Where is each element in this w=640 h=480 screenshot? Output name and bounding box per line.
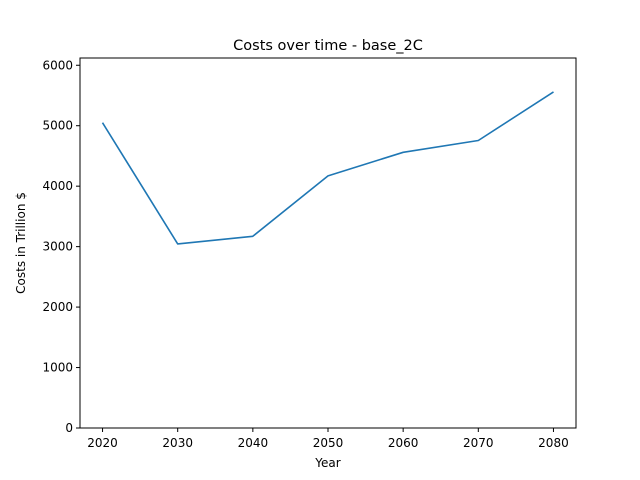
chart-title: Costs over time - base_2C (233, 38, 423, 54)
y-tick-label: 2000 (42, 300, 73, 314)
plot-frame (79, 57, 577, 429)
x-tick-label: 2080 (538, 436, 569, 450)
series-line (101, 91, 554, 245)
y-tick-label: 3000 (42, 240, 73, 254)
x-tick-label: 2030 (162, 436, 193, 450)
x-axis-label: Year (314, 456, 340, 470)
y-tick-label: 0 (65, 421, 73, 435)
x-tick-label: 2070 (463, 436, 494, 450)
series-layer (101, 91, 554, 245)
y-tick-label: 1000 (42, 361, 73, 375)
x-tick-label: 2060 (388, 436, 419, 450)
y-axis-ticks: 0 1000 2000 3000 4000 5000 6000 (42, 58, 80, 435)
y-tick-label: 5000 (42, 119, 73, 133)
x-axis-ticks: 2020 2030 2040 2050 2060 2070 2080 (87, 428, 569, 450)
y-tick-label: 6000 (42, 58, 73, 72)
y-axis-label: Costs in Trillion $ (14, 192, 28, 294)
x-tick-label: 2040 (238, 436, 269, 450)
y-tick-label: 4000 (42, 179, 73, 193)
x-tick-label: 2020 (87, 436, 118, 450)
x-tick-label: 2050 (313, 436, 344, 450)
